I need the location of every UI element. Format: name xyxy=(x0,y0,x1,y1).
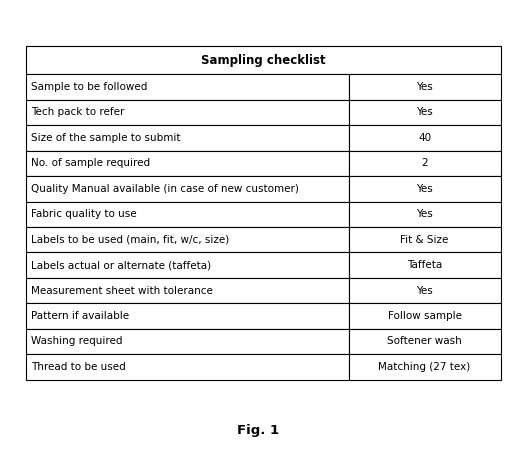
Text: Pattern if available: Pattern if available xyxy=(31,311,129,321)
Bar xyxy=(26,150,349,176)
Text: Quality Manual available (in case of new customer): Quality Manual available (in case of new… xyxy=(31,184,299,194)
Text: Yes: Yes xyxy=(416,107,433,118)
Bar xyxy=(26,227,349,252)
Text: Softener wash: Softener wash xyxy=(387,337,462,346)
Text: Fabric quality to use: Fabric quality to use xyxy=(31,209,137,219)
Bar xyxy=(26,303,349,329)
Text: No. of sample required: No. of sample required xyxy=(31,158,150,169)
Bar xyxy=(349,278,501,303)
Text: Sample to be followed: Sample to be followed xyxy=(31,82,148,92)
Bar xyxy=(349,354,501,380)
Text: Taffeta: Taffeta xyxy=(407,260,442,270)
Bar xyxy=(349,329,501,354)
Bar xyxy=(349,125,501,150)
Bar xyxy=(349,303,501,329)
Text: Measurement sheet with tolerance: Measurement sheet with tolerance xyxy=(31,286,213,295)
Bar xyxy=(26,100,349,125)
Text: Yes: Yes xyxy=(416,184,433,194)
Bar xyxy=(349,252,501,278)
Bar xyxy=(26,125,349,150)
Text: Yes: Yes xyxy=(416,286,433,295)
Text: Labels to be used (main, fit, w/c, size): Labels to be used (main, fit, w/c, size) xyxy=(31,235,229,245)
Text: Tech pack to refer: Tech pack to refer xyxy=(31,107,124,118)
Bar xyxy=(349,74,501,100)
Text: Matching (27 tex): Matching (27 tex) xyxy=(378,362,471,372)
Bar xyxy=(26,201,349,227)
Bar xyxy=(26,329,349,354)
Bar xyxy=(26,74,349,100)
Text: 40: 40 xyxy=(418,133,431,143)
Text: Size of the sample to submit: Size of the sample to submit xyxy=(31,133,181,143)
Text: Fig. 1: Fig. 1 xyxy=(237,424,279,437)
Text: Yes: Yes xyxy=(416,209,433,219)
Bar xyxy=(349,201,501,227)
Bar xyxy=(349,100,501,125)
Bar xyxy=(26,278,349,303)
Text: Washing required: Washing required xyxy=(31,337,122,346)
Text: Fit & Size: Fit & Size xyxy=(400,235,449,245)
Bar xyxy=(26,176,349,201)
Text: Sampling checklist: Sampling checklist xyxy=(201,54,326,67)
Bar xyxy=(26,252,349,278)
Bar xyxy=(349,150,501,176)
Text: 2: 2 xyxy=(421,158,428,169)
Text: Labels actual or alternate (taffeta): Labels actual or alternate (taffeta) xyxy=(31,260,211,270)
Text: Thread to be used: Thread to be used xyxy=(31,362,126,372)
Text: Yes: Yes xyxy=(416,82,433,92)
Bar xyxy=(349,176,501,201)
Text: Follow sample: Follow sample xyxy=(388,311,462,321)
Bar xyxy=(26,46,501,74)
Bar xyxy=(26,354,349,380)
Bar xyxy=(349,227,501,252)
